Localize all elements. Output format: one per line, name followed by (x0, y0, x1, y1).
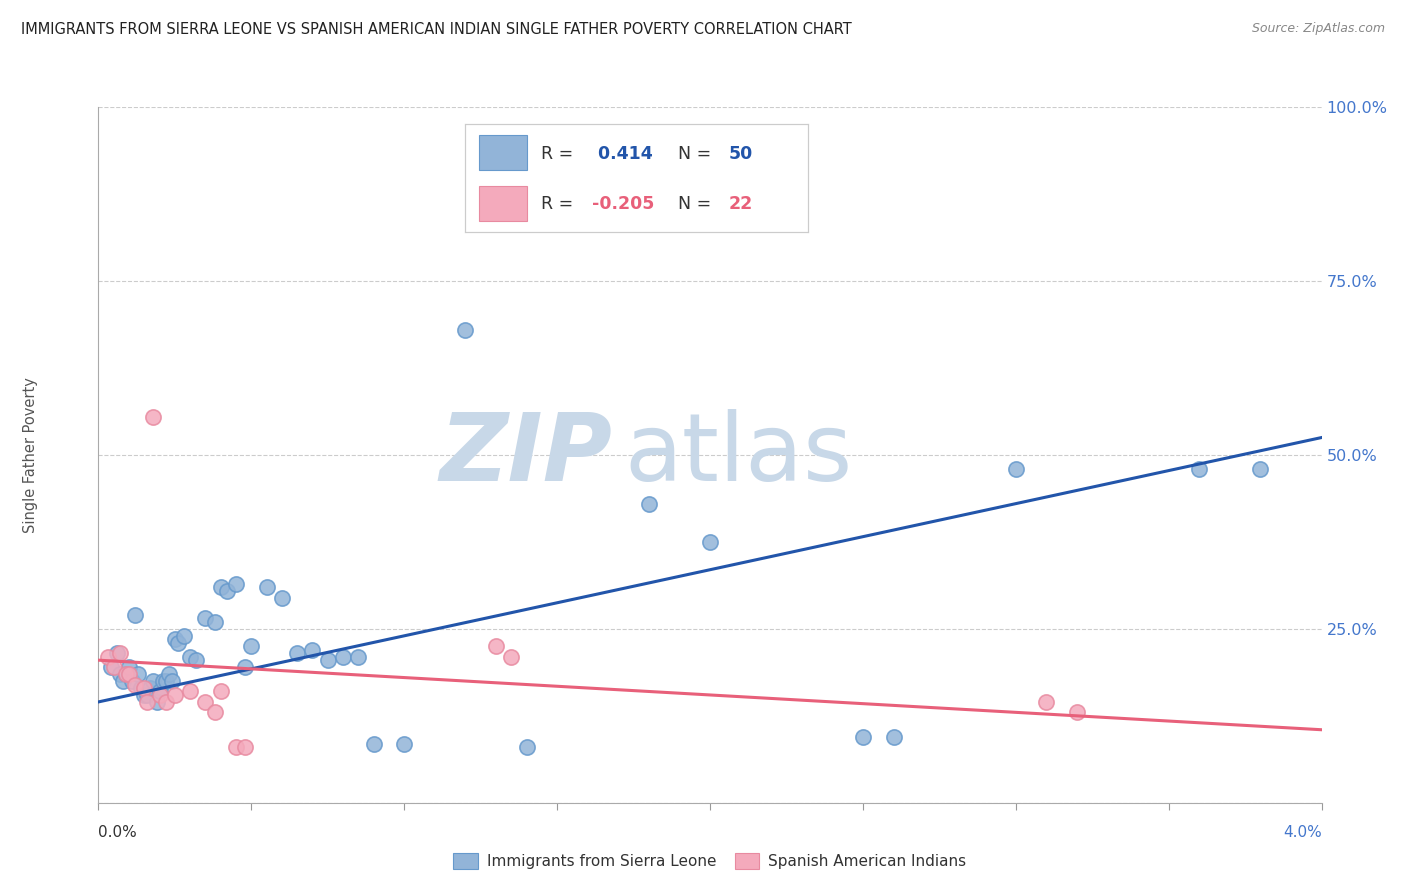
Text: R =: R = (541, 145, 578, 162)
Text: -0.205: -0.205 (592, 194, 654, 212)
Point (149, 688, 172, 702)
Point (233, 740, 256, 755)
Point (134, 688, 156, 702)
Text: R =: R = (541, 194, 578, 212)
Point (145, 695, 167, 709)
Point (194, 611, 217, 625)
Point (173, 629, 195, 643)
Point (129, 681, 152, 695)
Point (225, 740, 247, 755)
Point (301, 642, 323, 657)
Point (124, 677, 146, 691)
Point (256, 580, 278, 594)
Point (225, 576, 247, 591)
Text: 0.0%: 0.0% (98, 825, 138, 840)
Point (115, 667, 138, 681)
Point (149, 684, 172, 698)
Text: N =: N = (678, 194, 717, 212)
Point (136, 695, 159, 709)
Point (485, 639, 508, 653)
Point (233, 660, 256, 674)
Point (1188, 462, 1211, 476)
Text: 22: 22 (730, 194, 754, 212)
Point (1066, 706, 1088, 720)
Point (142, 674, 165, 689)
Point (115, 667, 138, 681)
Point (163, 688, 186, 702)
Bar (479, 135, 527, 170)
Point (186, 653, 208, 667)
Point (179, 684, 201, 698)
Point (155, 674, 177, 689)
Point (392, 737, 416, 751)
Point (105, 646, 128, 660)
Point (1004, 462, 1026, 476)
Point (285, 646, 308, 660)
Point (160, 674, 183, 689)
Text: 4.0%: 4.0% (1282, 825, 1322, 840)
Point (134, 681, 156, 695)
Point (179, 649, 201, 664)
Text: Source: ZipAtlas.com: Source: ZipAtlas.com (1251, 22, 1385, 36)
Point (852, 730, 875, 744)
Point (136, 688, 159, 702)
Text: Single Father Poverty: Single Father Poverty (24, 377, 38, 533)
Point (100, 660, 122, 674)
Point (163, 632, 186, 647)
Point (501, 649, 523, 664)
Point (270, 591, 294, 605)
Point (637, 497, 661, 511)
Point (97, 649, 120, 664)
Point (108, 667, 131, 681)
Point (124, 607, 146, 622)
Point (157, 667, 180, 681)
Point (215, 583, 238, 598)
Point (1035, 695, 1057, 709)
Point (883, 730, 905, 744)
Text: 50: 50 (730, 145, 754, 162)
Point (121, 674, 143, 689)
Point (240, 639, 263, 653)
Text: IMMIGRANTS FROM SIERRA LEONE VS SPANISH AMERICAN INDIAN SINGLE FATHER POVERTY CO: IMMIGRANTS FROM SIERRA LEONE VS SPANISH … (21, 22, 852, 37)
Point (108, 646, 131, 660)
Point (1249, 462, 1271, 476)
Bar (479, 186, 527, 221)
Point (516, 740, 538, 755)
Text: atlas: atlas (624, 409, 852, 501)
Point (118, 660, 141, 674)
Point (209, 580, 232, 594)
Point (194, 695, 217, 709)
Point (118, 667, 141, 681)
Legend: Immigrants from Sierra Leone, Spanish American Indians: Immigrants from Sierra Leone, Spanish Am… (447, 847, 973, 875)
Point (155, 695, 177, 709)
Point (209, 684, 232, 698)
Text: ZIP: ZIP (439, 409, 612, 501)
Point (103, 660, 125, 674)
Point (204, 706, 226, 720)
Point (139, 681, 162, 695)
Point (316, 653, 339, 667)
Point (142, 409, 165, 424)
Point (152, 674, 174, 689)
Point (167, 636, 190, 650)
Point (111, 674, 134, 689)
Point (332, 649, 354, 664)
Point (347, 649, 370, 664)
Point (454, 323, 477, 337)
Text: N =: N = (678, 145, 717, 162)
Point (363, 737, 385, 751)
Point (699, 535, 721, 549)
Text: 0.414: 0.414 (592, 145, 652, 162)
Point (127, 667, 149, 681)
Point (204, 615, 226, 629)
